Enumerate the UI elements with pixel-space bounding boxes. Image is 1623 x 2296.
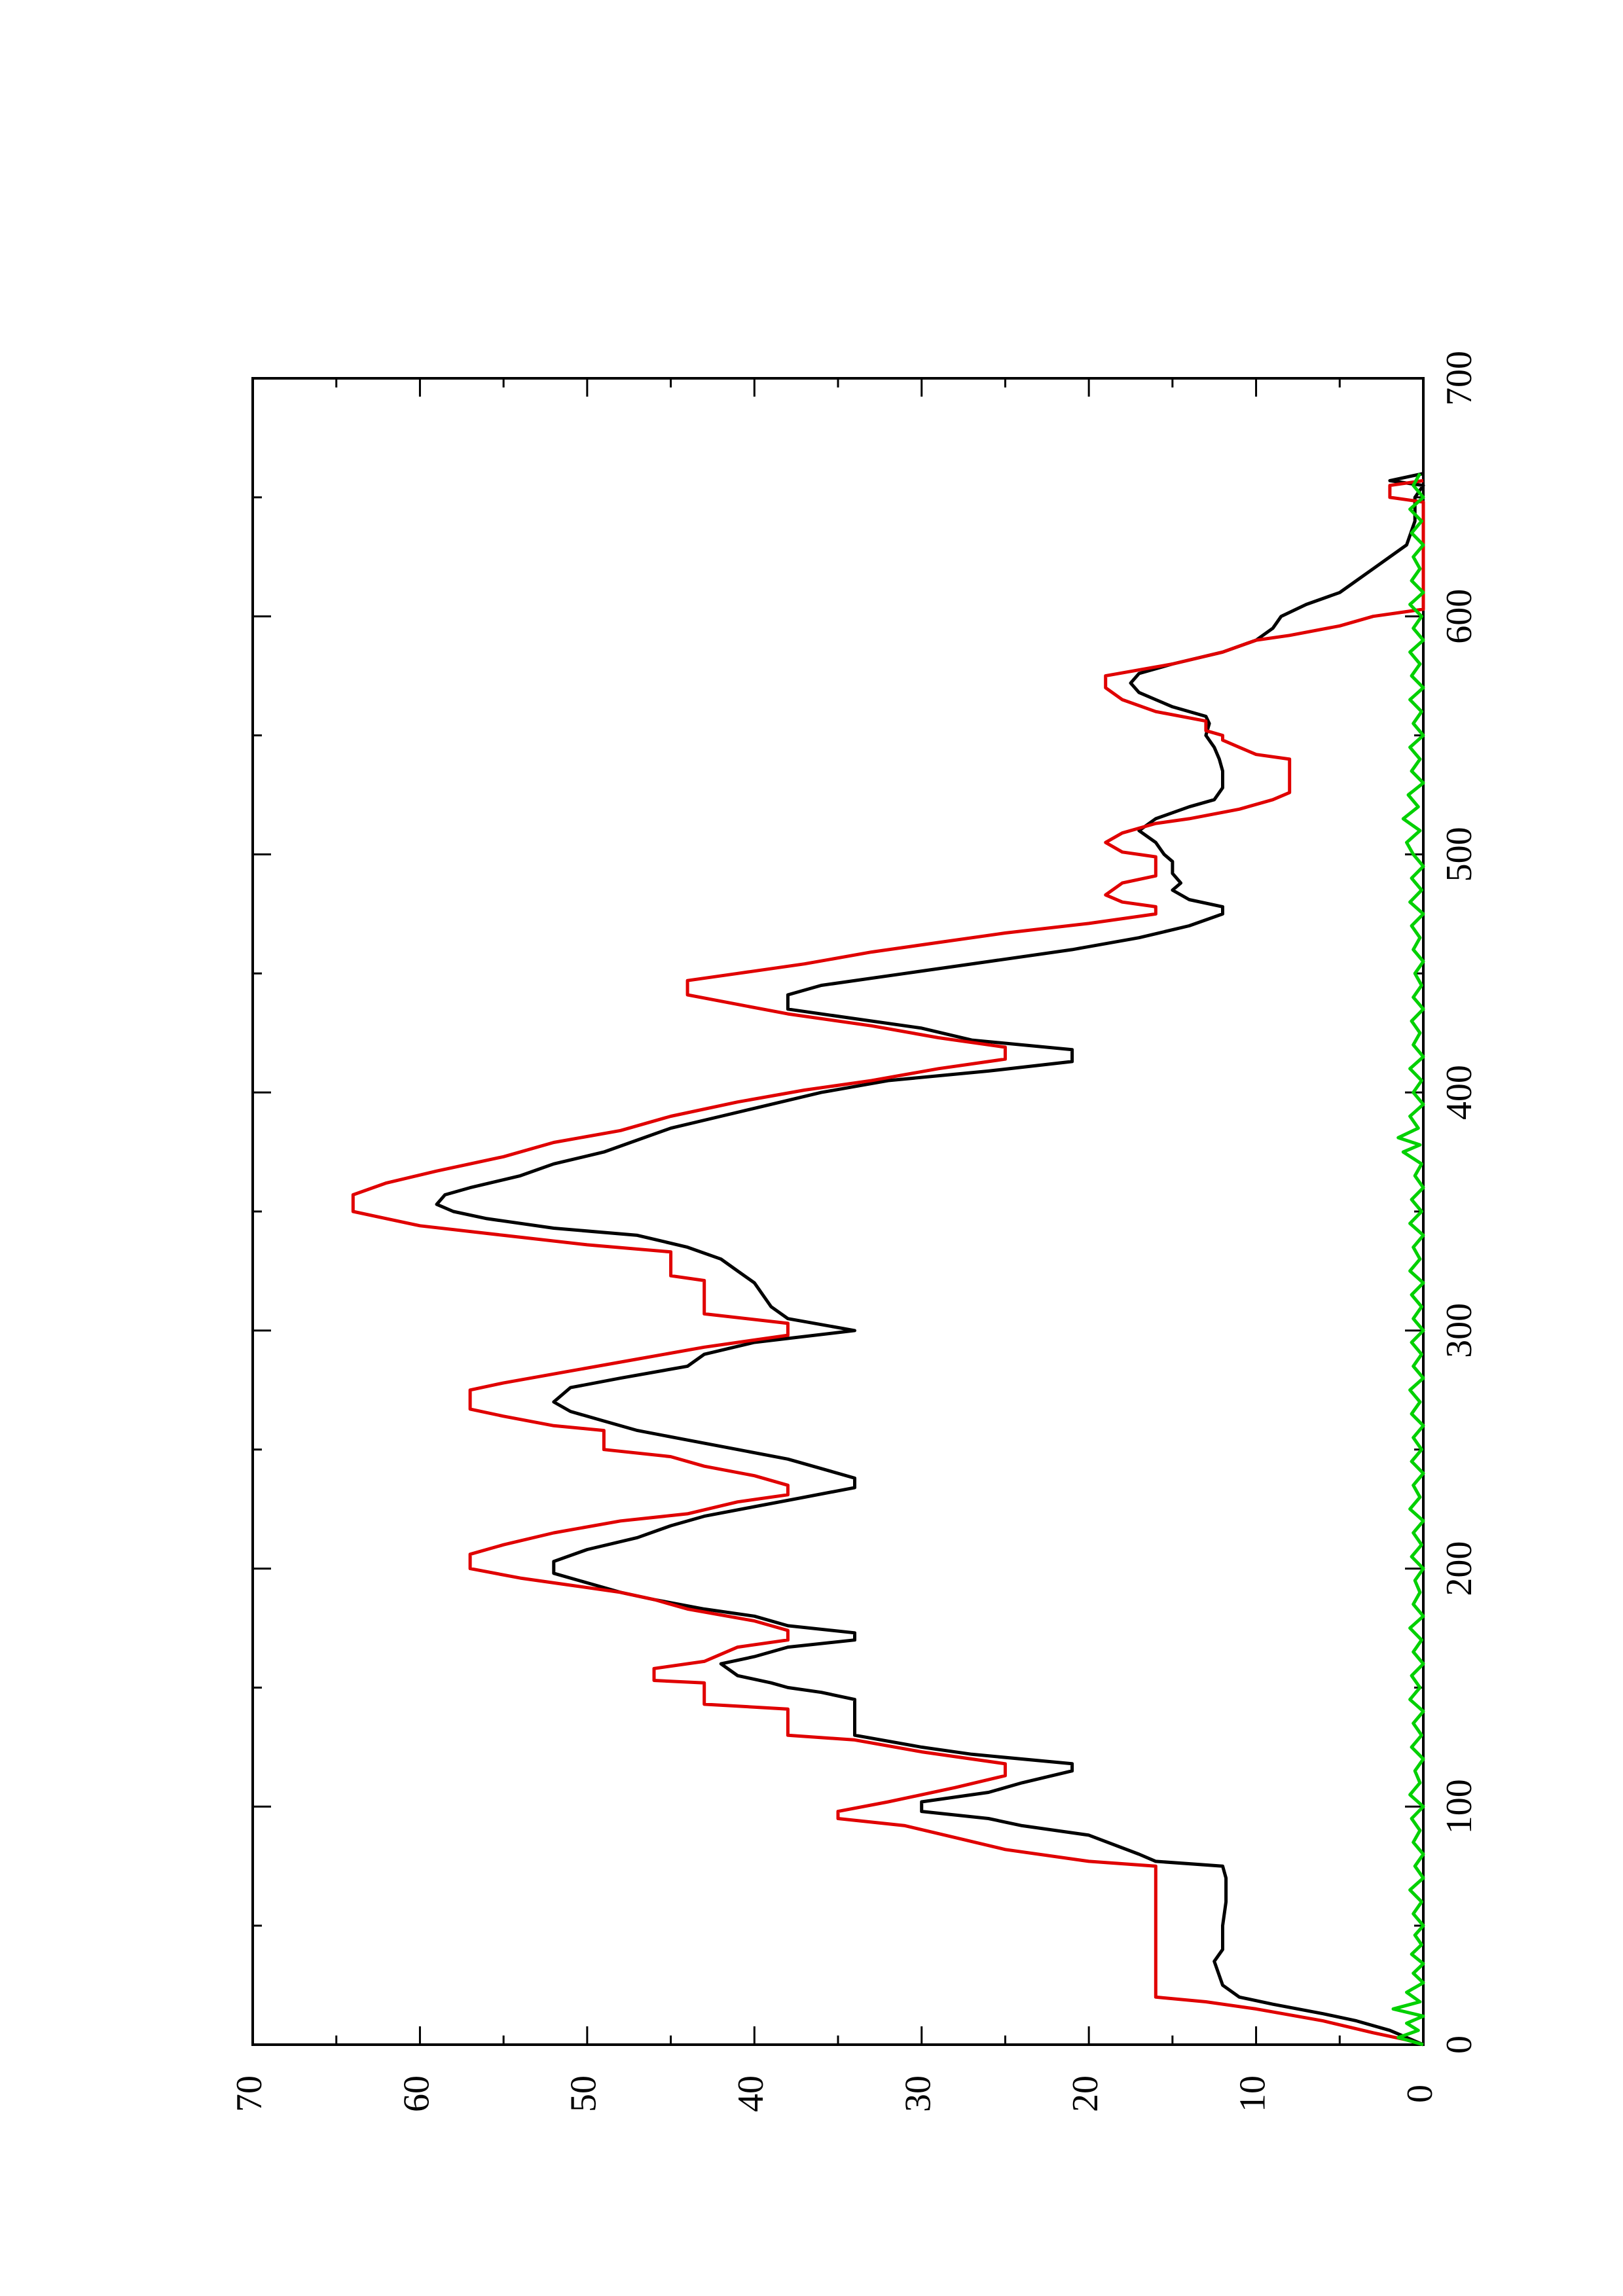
x-tick-label: 600 [1439,589,1480,644]
y-tick-label: 20 [1065,2075,1106,2112]
axis-ticks [251,377,1425,2046]
x-tick-label: 700 [1439,351,1480,406]
x-tick-label: 400 [1439,1065,1480,1120]
series-line-1 [435,472,1425,2047]
tick-labels: 0 100 200 300 400 500 600 700 0 10 20 30 40 50 60 70 [229,351,1480,2112]
y-tick-label: 50 [564,2075,604,2112]
x-tick-label: 500 [1439,827,1480,882]
y-tick-label: 0 [1400,2085,1440,2103]
x-tick-label: 0 [1439,2036,1480,2054]
x-tick-label: 200 [1439,1541,1480,1596]
series-line-3 [1391,473,1425,2047]
x-tick-label: 300 [1439,1303,1480,1358]
y-tick-label: 10 [1232,2075,1273,2112]
y-tick-label: 30 [898,2075,939,2112]
plot-frame [251,377,1425,2046]
y-tick-label: 40 [731,2075,771,2112]
x-tick-label: 100 [1439,1779,1480,1834]
y-tick-label: 60 [396,2075,437,2112]
y-tick-label: 70 [229,2075,270,2112]
series-layer [351,472,1425,2047]
series-line-2 [351,478,1425,2047]
